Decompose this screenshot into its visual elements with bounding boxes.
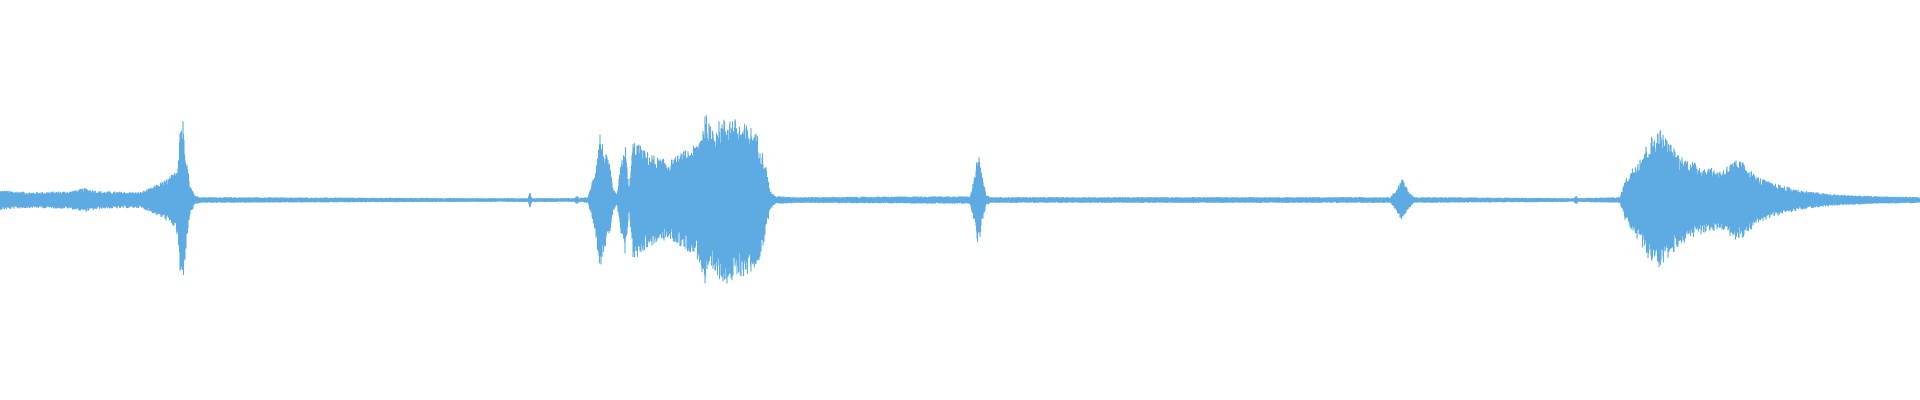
- waveform-trace: [0, 115, 1920, 284]
